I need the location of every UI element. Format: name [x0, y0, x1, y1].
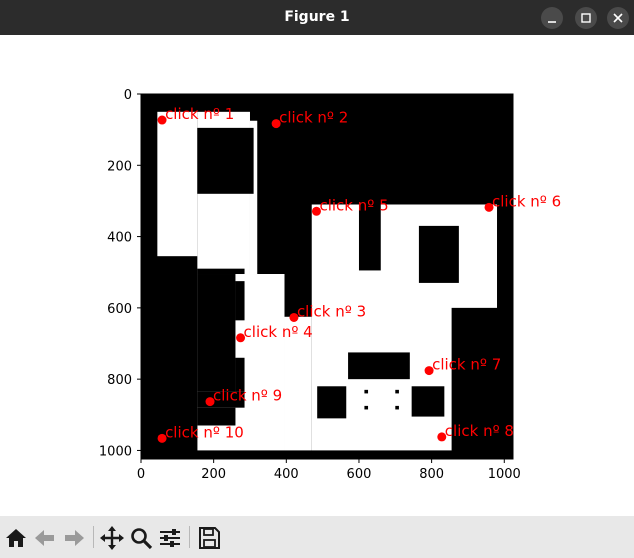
toolbar-separator	[189, 526, 190, 548]
click-label-5: click nº 5	[319, 196, 388, 214]
map-floor-region	[249, 120, 258, 275]
click-point-2	[271, 119, 281, 129]
click-points: click nº 1 click nº 2 click nº 3 click nº 4…	[157, 105, 561, 443]
map-dot	[395, 389, 399, 394]
click-label-2: click nº 2	[279, 109, 348, 127]
home-button[interactable]	[3, 525, 29, 551]
x-tick-label: 0	[137, 467, 145, 482]
map-wall-region	[358, 204, 381, 271]
save-button[interactable]	[196, 525, 222, 551]
click-point-8	[437, 432, 447, 442]
forward-button[interactable]	[61, 525, 87, 551]
axes: 0 200 400 600 800 1000 0 200 400 600 800 1000	[99, 88, 521, 482]
y-tick-label: 400	[107, 231, 132, 246]
configure-subplots-button[interactable]	[157, 525, 183, 551]
click-label-8: click nº 8	[445, 422, 514, 440]
pan-button[interactable]	[99, 525, 125, 551]
plot-svg: 0 200 400 600 800 1000 0 200 400 600 800 1000 click…	[99, 88, 561, 482]
map-wall-region	[348, 352, 410, 380]
x-tick-label: 600	[347, 467, 372, 482]
x-tick-label: 200	[201, 467, 226, 482]
map-wall-region	[141, 256, 198, 459]
move-icon	[100, 526, 124, 550]
click-point-3	[289, 312, 299, 322]
map-wall-region	[141, 425, 158, 459]
map-wall-region	[157, 450, 452, 459]
click-point-1	[157, 115, 167, 125]
click-label-4: click nº 4	[244, 323, 313, 341]
arrow-right-icon	[65, 530, 84, 546]
x-tick-label: 1000	[488, 467, 521, 482]
home-icon	[6, 529, 26, 547]
y-tick-label: 200	[107, 159, 132, 174]
map-wall-region	[197, 274, 236, 392]
click-point-10	[157, 433, 167, 443]
map-wall-region	[197, 407, 236, 426]
map-dot	[395, 405, 399, 410]
magnifier-icon	[131, 528, 153, 550]
map-image	[141, 94, 513, 459]
y-tick-label: 600	[107, 302, 132, 317]
arrow-left-icon	[35, 530, 54, 546]
y-tick-label: 800	[107, 373, 132, 388]
map-floor-region	[284, 316, 312, 451]
click-label-3: click nº 3	[297, 302, 366, 320]
click-point-4	[236, 333, 246, 343]
click-label-7: click nº 7	[432, 356, 501, 374]
click-label-9: click nº 9	[213, 387, 282, 405]
map-dot	[364, 405, 369, 410]
map-wall-region	[235, 357, 245, 392]
map-wall-region	[197, 127, 254, 194]
map-wall-region	[235, 281, 245, 321]
click-label-1: click nº 1	[165, 105, 234, 123]
click-point-5	[311, 206, 321, 216]
axes-frame	[140, 93, 514, 460]
map-wall-region	[418, 225, 459, 283]
x-tick-label: 800	[419, 467, 444, 482]
back-button[interactable]	[32, 525, 58, 551]
floppy-disk-icon	[199, 527, 220, 549]
sliders-icon	[160, 529, 180, 547]
minimize-button[interactable]	[541, 7, 563, 29]
y-tick-label: 0	[124, 88, 132, 103]
maximize-icon	[581, 13, 591, 23]
click-label-6: click nº 6	[492, 192, 561, 210]
zoom-button[interactable]	[128, 525, 154, 551]
toolbar-separator	[93, 526, 94, 548]
click-point-6	[484, 202, 494, 212]
navigation-toolbar	[0, 516, 634, 558]
minimize-icon	[548, 21, 556, 23]
click-point-9	[205, 397, 215, 407]
map-wall-region	[197, 268, 245, 275]
y-tick-label: 1000	[99, 444, 132, 459]
x-tick-label: 400	[274, 467, 299, 482]
map-wall-region	[317, 386, 347, 419]
map-dot	[364, 389, 369, 394]
close-button[interactable]	[607, 7, 629, 29]
window-title: Figure 1	[284, 9, 350, 25]
figure-canvas[interactable]: 0 200 400 600 800 1000 0 200 400 600 800 1000 click…	[0, 35, 634, 516]
map-wall-region	[411, 386, 445, 417]
click-point-7	[424, 366, 434, 376]
map-wall-region	[451, 307, 513, 459]
maximize-button[interactable]	[575, 7, 597, 29]
window-titlebar: Figure 1	[0, 0, 634, 35]
close-icon	[613, 13, 623, 23]
click-label-10: click nº 10	[165, 423, 244, 441]
